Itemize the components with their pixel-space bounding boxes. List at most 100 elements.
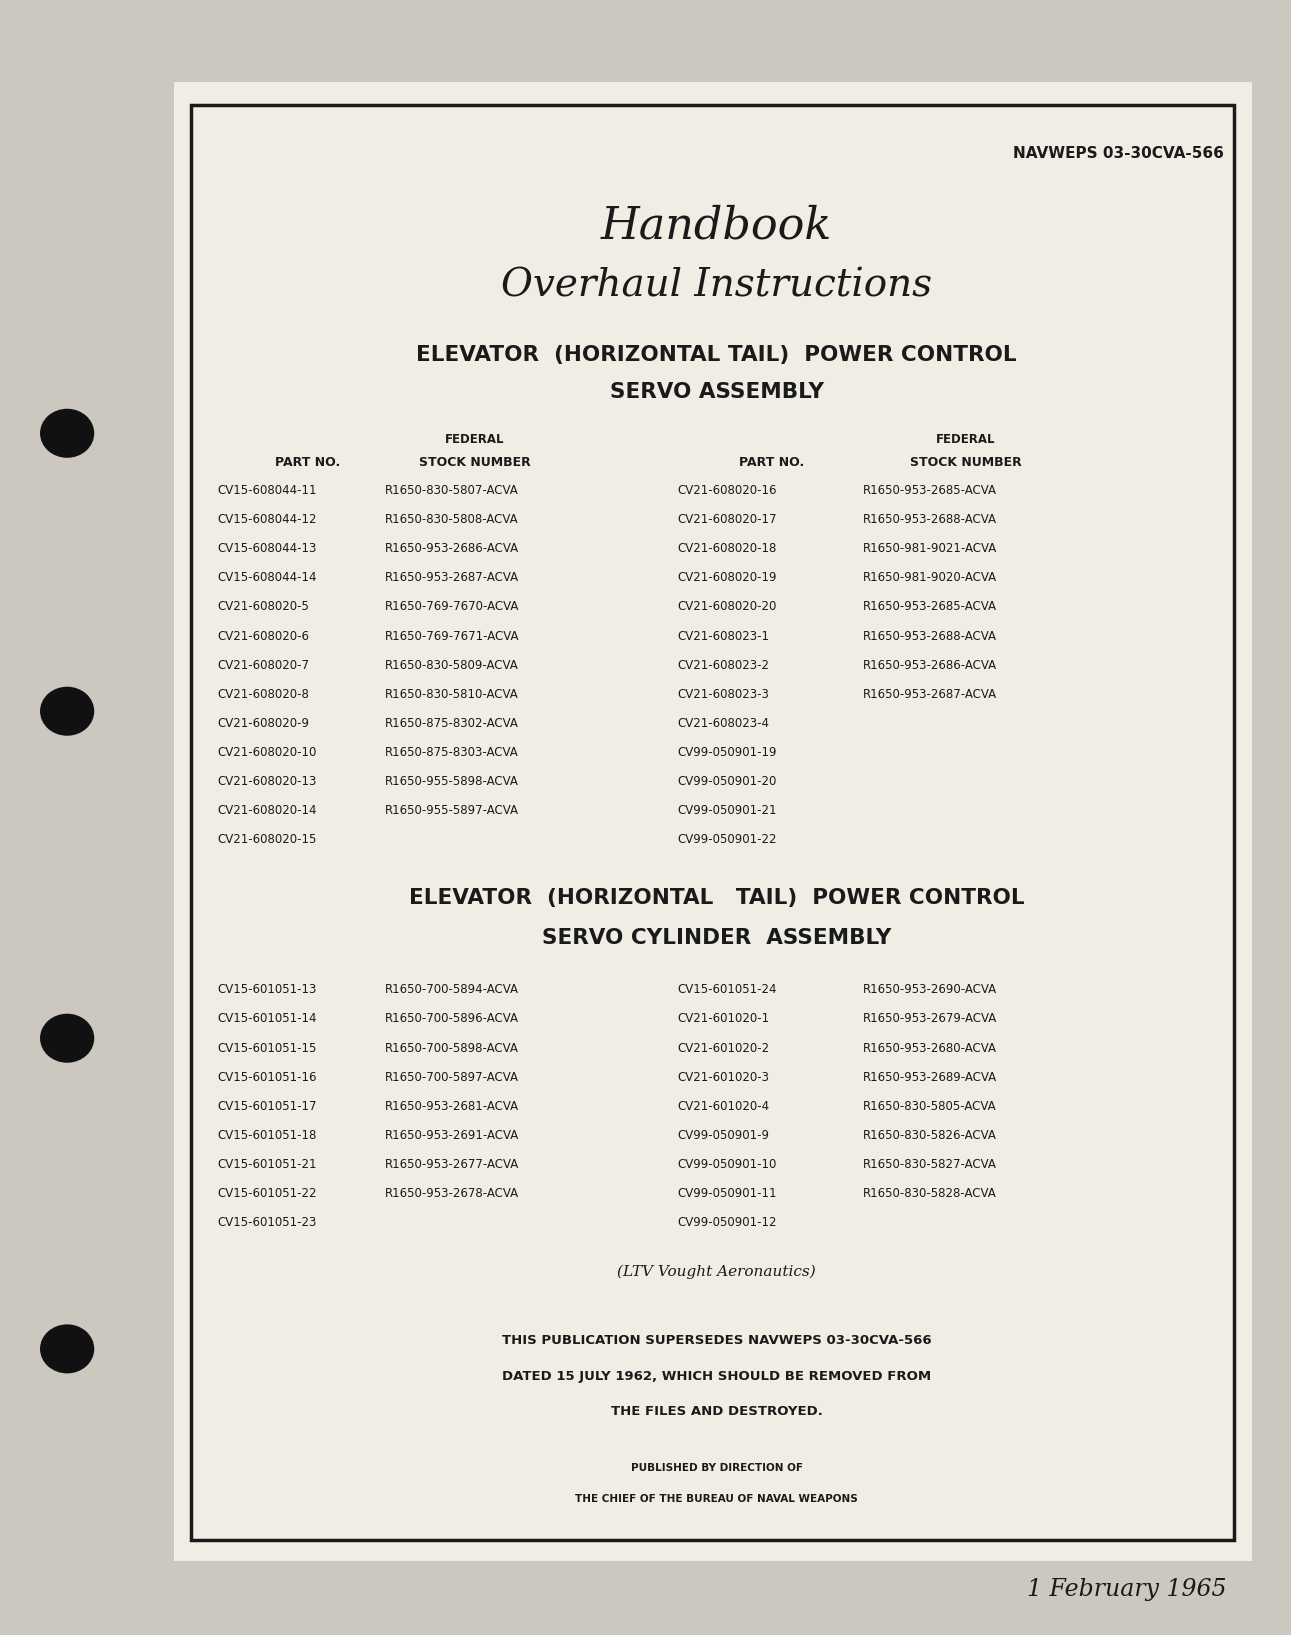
Text: CV15-608044-14: CV15-608044-14 [217,571,316,584]
Text: CV15-601051-21: CV15-601051-21 [217,1158,316,1171]
Text: R1650-830-5826-ACVA: R1650-830-5826-ACVA [862,1128,997,1141]
Text: CV21-608020-19: CV21-608020-19 [678,571,777,584]
Text: R1650-981-9020-ACVA: R1650-981-9020-ACVA [862,571,997,584]
Text: CV21-601020-1: CV21-601020-1 [678,1012,769,1025]
Text: R1650-875-8302-ACVA: R1650-875-8302-ACVA [385,716,519,729]
Text: R1650-830-5828-ACVA: R1650-830-5828-ACVA [862,1187,997,1200]
Text: R1650-700-5898-ACVA: R1650-700-5898-ACVA [385,1041,519,1055]
Text: CV99-050901-12: CV99-050901-12 [678,1216,777,1230]
Text: CV15-601051-15: CV15-601051-15 [217,1041,316,1055]
Text: CV21-608023-3: CV21-608023-3 [678,688,769,701]
Text: CV21-608020-6: CV21-608020-6 [217,629,309,643]
Text: (LTV Vought Aeronautics): (LTV Vought Aeronautics) [617,1264,816,1279]
Text: R1650-981-9021-ACVA: R1650-981-9021-ACVA [862,543,997,556]
Text: R1650-953-2686-ACVA: R1650-953-2686-ACVA [862,659,997,672]
Ellipse shape [40,1324,94,1373]
Text: CV99-050901-19: CV99-050901-19 [678,746,777,759]
Text: ELEVATOR  (HORIZONTAL TAIL)  POWER CONTROL: ELEVATOR (HORIZONTAL TAIL) POWER CONTROL [416,345,1017,365]
Text: Handbook: Handbook [600,204,833,247]
Text: CV21-608023-1: CV21-608023-1 [678,629,769,643]
Text: R1650-875-8303-ACVA: R1650-875-8303-ACVA [385,746,519,759]
Text: CV15-601051-13: CV15-601051-13 [217,983,316,996]
Text: 1 February 1965: 1 February 1965 [1026,1578,1226,1601]
Text: R1650-953-2688-ACVA: R1650-953-2688-ACVA [862,513,997,526]
Text: CV21-601020-4: CV21-601020-4 [678,1100,769,1113]
Text: CV21-608020-16: CV21-608020-16 [678,484,777,497]
Text: CV99-050901-22: CV99-050901-22 [678,834,777,847]
Bar [174,82,1252,1561]
Text: CV15-608044-13: CV15-608044-13 [217,543,316,556]
Text: CV15-601051-24: CV15-601051-24 [678,983,777,996]
Text: R1650-955-5897-ACVA: R1650-955-5897-ACVA [385,804,519,818]
Text: R1650-953-2691-ACVA: R1650-953-2691-ACVA [385,1128,519,1141]
Text: R1650-953-2677-ACVA: R1650-953-2677-ACVA [385,1158,519,1171]
Text: R1650-953-2681-ACVA: R1650-953-2681-ACVA [385,1100,519,1113]
Text: CV99-050901-11: CV99-050901-11 [678,1187,777,1200]
Text: FEDERAL: FEDERAL [936,433,995,446]
Text: R1650-953-2680-ACVA: R1650-953-2680-ACVA [862,1041,997,1055]
Text: CV21-608020-9: CV21-608020-9 [217,716,309,729]
Text: Overhaul Instructions: Overhaul Instructions [501,268,932,304]
Text: PART NO.: PART NO. [740,456,804,469]
Text: R1650-830-5827-ACVA: R1650-830-5827-ACVA [862,1158,997,1171]
Ellipse shape [40,1014,94,1063]
Text: R1650-700-5894-ACVA: R1650-700-5894-ACVA [385,983,519,996]
Text: THE FILES AND DESTROYED.: THE FILES AND DESTROYED. [611,1406,822,1419]
Text: CV15-601051-14: CV15-601051-14 [217,1012,316,1025]
Text: R1650-769-7670-ACVA: R1650-769-7670-ACVA [385,600,519,613]
Text: CV15-608044-12: CV15-608044-12 [217,513,316,526]
Text: CV21-608020-13: CV21-608020-13 [217,775,316,788]
Text: CV21-608020-5: CV21-608020-5 [217,600,309,613]
Text: R1650-830-5809-ACVA: R1650-830-5809-ACVA [385,659,519,672]
Text: CV15-601051-16: CV15-601051-16 [217,1071,316,1084]
Text: CV15-601051-18: CV15-601051-18 [217,1128,316,1141]
Text: R1650-700-5897-ACVA: R1650-700-5897-ACVA [385,1071,519,1084]
Text: CV21-601020-2: CV21-601020-2 [678,1041,769,1055]
Text: R1650-830-5810-ACVA: R1650-830-5810-ACVA [385,688,519,701]
Text: CV21-601020-3: CV21-601020-3 [678,1071,769,1084]
Text: R1650-830-5808-ACVA: R1650-830-5808-ACVA [385,513,519,526]
Ellipse shape [40,409,94,458]
Text: R1650-700-5896-ACVA: R1650-700-5896-ACVA [385,1012,519,1025]
Text: R1650-953-2679-ACVA: R1650-953-2679-ACVA [862,1012,997,1025]
Text: R1650-953-2688-ACVA: R1650-953-2688-ACVA [862,629,997,643]
Text: CV21-608020-20: CV21-608020-20 [678,600,777,613]
Text: R1650-953-2678-ACVA: R1650-953-2678-ACVA [385,1187,519,1200]
Text: CV21-608020-15: CV21-608020-15 [217,834,316,847]
Text: R1650-830-5805-ACVA: R1650-830-5805-ACVA [862,1100,997,1113]
Text: PUBLISHED BY DIRECTION OF: PUBLISHED BY DIRECTION OF [630,1463,803,1473]
Bar [191,105,1234,1540]
Text: CV15-608044-11: CV15-608044-11 [217,484,316,497]
Text: CV15-601051-23: CV15-601051-23 [217,1216,316,1230]
Text: R1650-953-2686-ACVA: R1650-953-2686-ACVA [385,543,519,556]
Text: SERVO ASSEMBLY: SERVO ASSEMBLY [609,383,824,402]
Text: R1650-769-7671-ACVA: R1650-769-7671-ACVA [385,629,519,643]
Text: R1650-955-5898-ACVA: R1650-955-5898-ACVA [385,775,519,788]
Text: R1650-953-2685-ACVA: R1650-953-2685-ACVA [862,600,997,613]
Text: R1650-953-2687-ACVA: R1650-953-2687-ACVA [862,688,997,701]
Text: CV15-601051-17: CV15-601051-17 [217,1100,316,1113]
Text: R1650-953-2687-ACVA: R1650-953-2687-ACVA [385,571,519,584]
Text: CV21-608020-10: CV21-608020-10 [217,746,316,759]
Text: PART NO.: PART NO. [275,456,340,469]
Text: CV15-601051-22: CV15-601051-22 [217,1187,316,1200]
Text: CV99-050901-20: CV99-050901-20 [678,775,777,788]
Text: CV21-608020-14: CV21-608020-14 [217,804,316,818]
Text: STOCK NUMBER: STOCK NUMBER [910,456,1021,469]
Text: R1650-953-2689-ACVA: R1650-953-2689-ACVA [862,1071,997,1084]
Text: CV21-608020-17: CV21-608020-17 [678,513,777,526]
Text: CV21-608023-4: CV21-608023-4 [678,716,769,729]
Text: R1650-953-2685-ACVA: R1650-953-2685-ACVA [862,484,997,497]
Text: R1650-953-2690-ACVA: R1650-953-2690-ACVA [862,983,997,996]
Text: DATED 15 JULY 1962, WHICH SHOULD BE REMOVED FROM: DATED 15 JULY 1962, WHICH SHOULD BE REMO… [502,1370,931,1383]
Text: ELEVATOR  (HORIZONTAL   TAIL)  POWER CONTROL: ELEVATOR (HORIZONTAL TAIL) POWER CONTROL [409,888,1024,909]
Text: STOCK NUMBER: STOCK NUMBER [420,456,531,469]
Text: CV99-050901-21: CV99-050901-21 [678,804,777,818]
Text: CV21-608020-7: CV21-608020-7 [217,659,309,672]
Text: R1650-830-5807-ACVA: R1650-830-5807-ACVA [385,484,519,497]
Ellipse shape [40,687,94,736]
Text: CV21-608020-8: CV21-608020-8 [217,688,309,701]
Text: THIS PUBLICATION SUPERSEDES NAVWEPS 03-30CVA-566: THIS PUBLICATION SUPERSEDES NAVWEPS 03-3… [502,1334,931,1347]
Text: THE CHIEF OF THE BUREAU OF NAVAL WEAPONS: THE CHIEF OF THE BUREAU OF NAVAL WEAPONS [574,1494,859,1504]
Text: SERVO CYLINDER  ASSEMBLY: SERVO CYLINDER ASSEMBLY [542,927,891,948]
